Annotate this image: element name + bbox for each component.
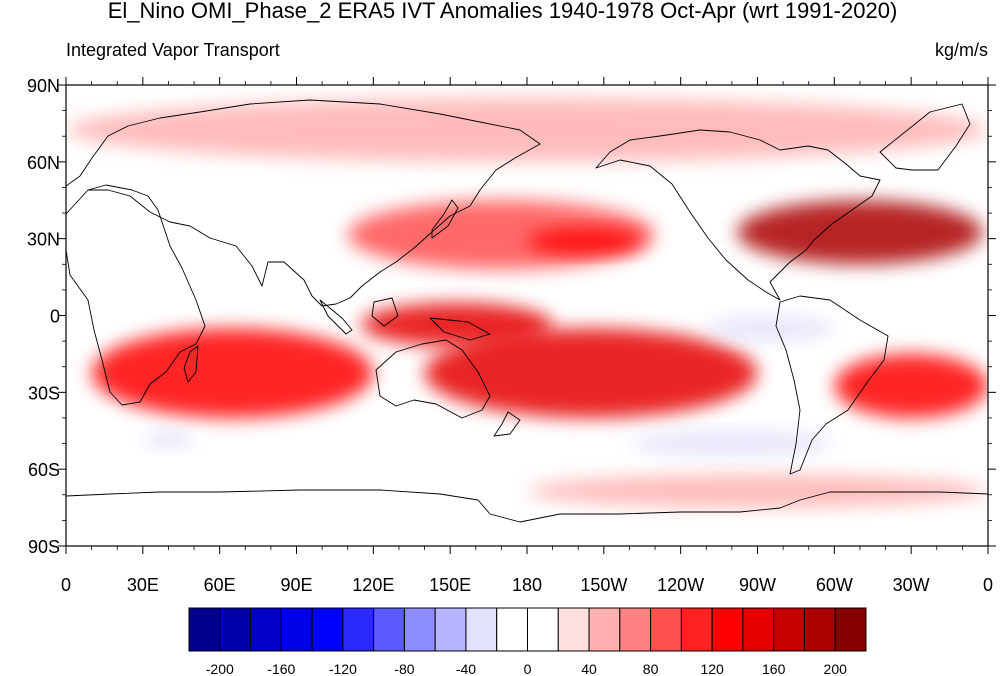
coastlines xyxy=(66,99,988,523)
map-frame xyxy=(65,84,989,547)
colorbar-swatch xyxy=(527,607,559,652)
colorbar-label: 80 xyxy=(643,661,659,676)
colorbar-swatch xyxy=(373,607,405,652)
lon-tick-label: 90W xyxy=(739,575,776,595)
colorbar-swatch xyxy=(250,607,282,652)
lat-tick-label: 30N xyxy=(27,230,60,250)
anomaly-southern-ocean xyxy=(527,474,988,508)
colorbar-swatch xyxy=(834,607,867,652)
colorbar-label: -160 xyxy=(267,661,295,676)
colorbar-label: 0 xyxy=(524,661,532,676)
coast-eurasia xyxy=(66,99,541,307)
lon-tick-label: 30W xyxy=(893,575,930,595)
anomaly-east-pacific-equatorial xyxy=(706,315,835,342)
coast-japan xyxy=(431,199,459,239)
colorbar-label: -40 xyxy=(456,661,476,676)
coast-north-america xyxy=(595,129,881,301)
anomaly-south-pacific-convergence-zone xyxy=(424,328,758,418)
colorbar: -200 -160 -120 -80 -40 0 40 80 120 160 200 xyxy=(188,607,867,676)
anomaly-north-pacific-storm-track xyxy=(347,200,656,270)
coast-australia xyxy=(375,339,491,419)
lon-tick-label: 0 xyxy=(983,575,993,595)
colorbar-swatch xyxy=(773,607,805,652)
colorbar-swatch xyxy=(742,607,775,652)
coast-new-zealand xyxy=(493,411,521,437)
coast-south-america xyxy=(775,295,889,475)
colorbar-label: -120 xyxy=(329,661,357,676)
colorbar-swatch xyxy=(311,607,344,652)
colorbar-label: 120 xyxy=(700,661,724,676)
colorbar-swatch xyxy=(342,607,375,652)
coast-madagascar xyxy=(183,345,199,383)
lon-tick-label: 30E xyxy=(127,575,159,595)
coast-sumatra xyxy=(319,299,353,335)
anomaly-field xyxy=(66,97,988,508)
colorbar-swatch xyxy=(803,607,836,652)
lon-tick-label: 180 xyxy=(512,575,542,595)
colorbar-swatch xyxy=(650,607,682,652)
coast-africa xyxy=(66,184,206,406)
coast-borneo xyxy=(371,297,399,327)
lon-tick-label: 150W xyxy=(580,575,627,595)
colorbar-swatch xyxy=(557,607,590,652)
colorbar-label: 40 xyxy=(581,661,597,676)
anomaly-south-atlantic xyxy=(834,353,988,418)
colorbar-swatch xyxy=(588,607,621,652)
colorbar-swatch xyxy=(465,607,498,652)
anomaly-south-pacific-high xyxy=(629,430,835,457)
map-background xyxy=(66,85,988,546)
colorbar-label: 160 xyxy=(762,661,786,676)
anomaly-south-indian-ocean xyxy=(91,328,374,418)
map-panel xyxy=(66,85,988,546)
lat-tick-label: 0 xyxy=(50,307,60,327)
colorbar-swatch xyxy=(188,607,221,652)
lat-tick-label: 90N xyxy=(27,76,60,96)
anomaly-west-pacific-equatorial xyxy=(360,302,553,347)
lon-tick-label: 60E xyxy=(204,575,236,595)
colorbar-label: -200 xyxy=(206,661,234,676)
colorbar-swatch xyxy=(619,607,652,652)
lat-tick-label: 60S xyxy=(28,460,60,480)
anomaly-north-atlantic-storm-track xyxy=(737,200,983,265)
lon-tick-label: 60W xyxy=(816,575,853,595)
lat-tick-label: 90S xyxy=(28,537,60,557)
units-label: kg/m/s xyxy=(934,40,988,60)
chart-title: El_Nino OMI_Phase_2 ERA5 IVT Anomalies 1… xyxy=(107,0,898,23)
lon-tick-label: 120W xyxy=(657,575,704,595)
coast-antarctica xyxy=(66,489,988,523)
anomaly-north-pacific-core xyxy=(527,228,643,255)
lon-tick-label: 120E xyxy=(352,575,394,595)
coast-new-guinea xyxy=(429,317,491,341)
colorbar-swatch xyxy=(280,607,313,652)
lat-tick-label: 60N xyxy=(27,153,60,173)
colorbar-swatch xyxy=(434,607,467,652)
lon-tick-label: 90E xyxy=(280,575,312,595)
colorbar-swatch xyxy=(403,607,436,652)
colorbar-swatch xyxy=(711,607,744,652)
colorbar-swatch xyxy=(496,607,528,652)
coast-greenland xyxy=(879,103,971,171)
lat-tick-label: 30S xyxy=(28,383,60,403)
lon-tick-label: 0 xyxy=(61,575,71,595)
anomaly-arctic xyxy=(66,97,988,162)
colorbar-label: -80 xyxy=(394,661,414,676)
colorbar-label: 200 xyxy=(824,661,848,676)
colorbar-swatch xyxy=(219,607,252,652)
colorbar-swatch xyxy=(680,607,713,652)
lon-tick-label: 150E xyxy=(429,575,471,595)
left-subtitle: Integrated Vapor Transport xyxy=(66,40,280,60)
anomaly-south-west-indian xyxy=(142,430,195,449)
